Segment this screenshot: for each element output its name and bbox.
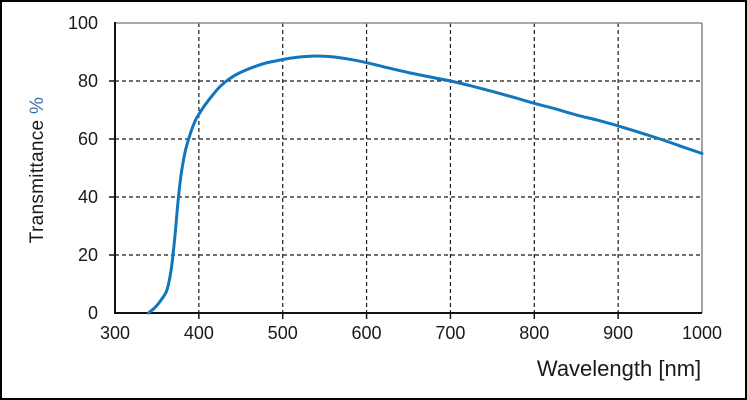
x-tick-label: 800 xyxy=(519,323,550,343)
x-tick-label: 500 xyxy=(267,323,298,343)
y-tick-label: 100 xyxy=(67,13,98,33)
y-tick-label: 40 xyxy=(77,187,98,207)
y-tick-label: 80 xyxy=(77,71,98,91)
y-axis-title: Transmittance % xyxy=(27,97,49,243)
y-tick-label: 0 xyxy=(87,303,98,323)
x-tick-label: 900 xyxy=(603,323,634,343)
x-tick-label: 300 xyxy=(99,323,131,343)
x-tick-label: 600 xyxy=(351,323,382,343)
x-axis-title: Wavelength [nm] xyxy=(536,356,702,381)
y-tick-label: 60 xyxy=(77,129,98,149)
series-transmittance xyxy=(147,54,704,315)
x-tick-label: 400 xyxy=(183,323,214,343)
percent-symbol: % xyxy=(27,96,48,115)
x-tick-label: 700 xyxy=(435,323,466,343)
y-axis-title-text: Transmittance xyxy=(27,119,48,244)
x-tick-label: 1000 xyxy=(681,323,723,343)
y-tick-label: 20 xyxy=(77,245,98,265)
